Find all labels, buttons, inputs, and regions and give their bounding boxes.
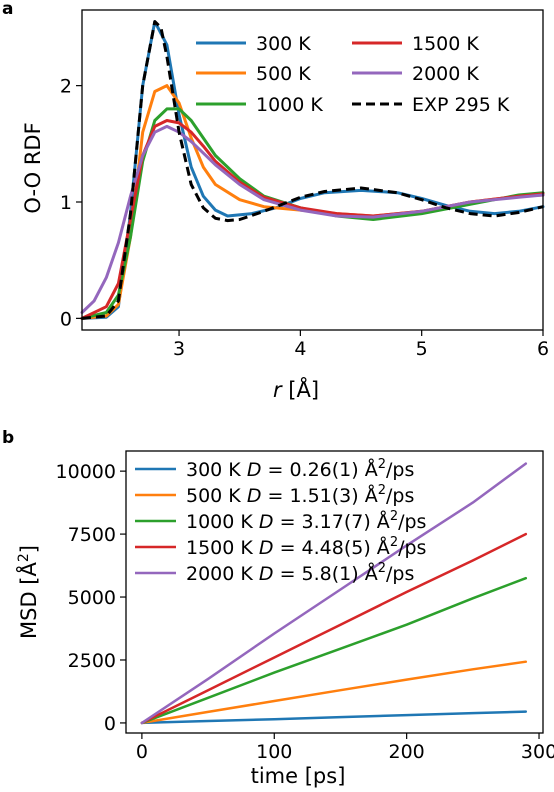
b-series-1500-k [140,532,528,725]
msd-xlabel: time [ps] [251,764,346,788]
panel-b-letter: b [2,428,14,448]
msd-legend-label-part: /ps [386,485,414,507]
msd-legend-label-part: D [259,563,274,585]
a-xtick-label: 3 [173,338,185,360]
b-xtick-label: 200 [389,741,425,763]
msd-legend-label-part: /ps [398,537,426,559]
msd-ylabel: MSD [Å2] [15,545,41,639]
b-ytick-label: 5000 [68,587,116,609]
b-series-1000-k [140,576,528,725]
msd-legend-label-part: /ps [386,459,414,481]
a-series-exp-295-k [81,20,544,320]
msd-panel: b 0 100 200 300 0 2500 5000 7500 10000 time [ps]… [2,428,554,788]
msd-legend-label-part: 1500 K [186,537,259,559]
a-series-1500-k [80,119,545,320]
msd-legend-label-part: 2 [378,561,386,576]
a-xtick-label: 6 [537,338,549,360]
a-series-2000-k [80,124,545,314]
rdf-ylabel: O-O RDF [21,122,45,213]
rdf-xlabel-unit: [Å] [282,376,319,402]
a-ytick-label: 1 [60,192,72,214]
a-series-1000-k [80,107,545,320]
msd-legend-label-part: 2 [378,483,386,498]
msd-ylabel-text: MSD [Å [15,562,41,639]
msd-legend-label: 1500 K D = 4.48(5) Å2/ps [186,535,426,559]
msd-legend-label-part: D [247,485,262,507]
msd-legend-label-part: 500 K [186,485,247,507]
b-series-300-k [140,710,528,725]
msd-legend-label: 300 K D = 0.26(1) Å2/ps [186,457,414,481]
b-ytick-label: 10000 [56,461,116,483]
msd-legend-label-part: D [259,537,274,559]
msd-legend-label-part: 2 [378,457,386,472]
b-ytick-label: 2500 [68,650,116,672]
msd-legend-label: 1000 K D = 3.17(7) Å2/ps [186,509,426,533]
rdf-ticks-group: 3 4 5 6 0 1 2 [60,76,549,360]
msd-axes-frame [125,450,544,734]
msd-legend-label: 2000 K D = 5.8(1) Å2/ps [186,561,414,585]
panel-a-letter: a [2,0,13,19]
rdf-legend-label: 500 K [256,63,311,85]
msd-legend-label-part: D [247,459,262,481]
a-ytick-label: 2 [60,76,72,98]
a-ytick-label: 0 [60,308,72,330]
msd-legend-label-part: 2 [390,535,398,550]
msd-legend-label-part: = 4.48(5) Å [274,536,390,559]
rdf-legend-label: EXP 295 K [412,94,510,116]
msd-legend-label-part: 2 [390,509,398,524]
rdf-series-group [80,20,545,320]
b-series-500-k [140,660,528,725]
a-xtick-label: 4 [294,338,306,360]
rdf-legend-label: 300 K [256,33,311,55]
msd-legend-label-part: = 0.26(1) Å [261,458,377,481]
rdf-legend-label: 1000 K [256,94,323,116]
rdf-axes-frame [81,9,544,331]
msd-legend-label-part: = 1.51(3) Å [261,484,377,507]
msd-legend-label-part: 1000 K [186,511,259,533]
rdf-legend-label: 1500 K [412,33,479,55]
msd-ticks-group: 0 100 200 300 0 2500 5000 7500 10000 [56,461,554,763]
b-xtick-label: 300 [521,741,554,763]
rdf-legend: 300 K 500 K 1000 K 1500 K 2000 K EXP 295 K [196,33,510,116]
b-ytick-label: 0 [104,713,116,735]
msd-ylabel-sup: 2 [16,553,32,562]
b-xtick-label: 100 [256,741,292,763]
msd-legend-label-part: = 3.17(7) Å [274,510,390,533]
rdf-legend-label: 2000 K [412,63,479,85]
b-xtick-label: 0 [136,741,148,763]
b-ytick-label: 7500 [68,524,116,546]
rdf-panel: a 3 4 5 6 0 1 2 r [Å] O-O RDF 300 K 500 K 1000 K… [2,0,549,402]
msd-legend-label-part: 2000 K [186,563,259,585]
b-series-2000-k [140,462,528,725]
msd-legend-label-part: = 5.8(1) Å [274,562,378,585]
rdf-xlabel-italic: r [273,378,283,402]
msd-legend-label: 500 K D = 1.51(3) Å2/ps [186,483,414,507]
msd-legend-label-part: D [259,511,274,533]
msd-legend-label-part: /ps [398,511,426,533]
a-xtick-label: 5 [416,338,428,360]
rdf-xlabel: r [Å] [273,376,319,402]
msd-legend-label-part: /ps [386,563,414,585]
msd-series-group [140,462,528,725]
msd-legend-label-part: 300 K [186,459,247,481]
msd-ylabel-end: ] [17,545,41,553]
